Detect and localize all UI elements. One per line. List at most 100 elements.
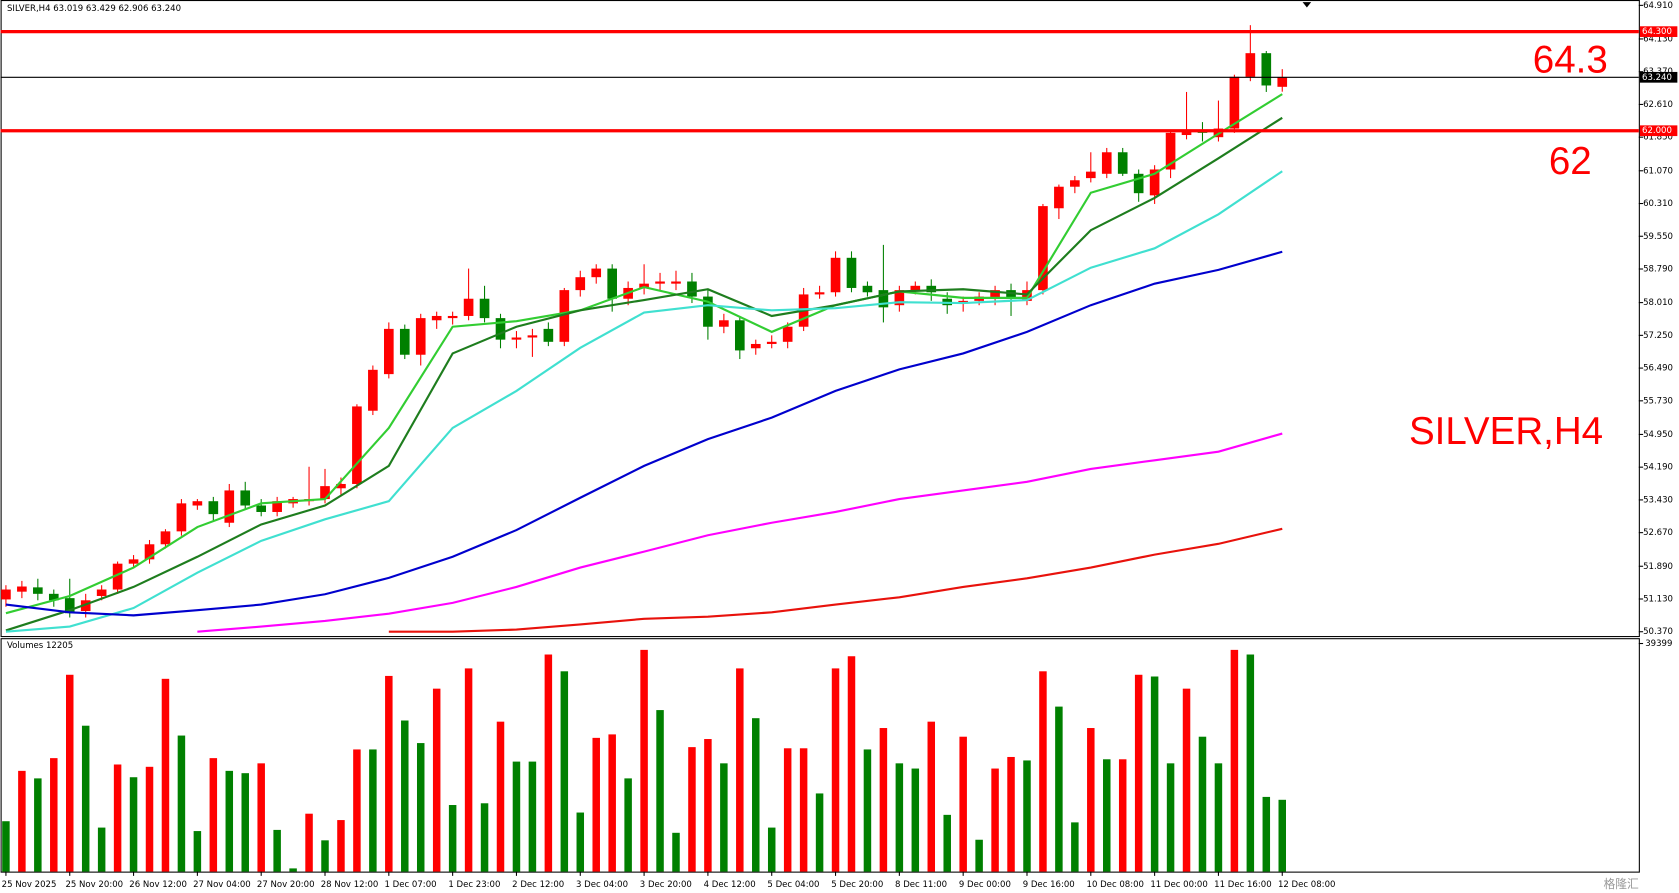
volume-bar <box>177 735 186 872</box>
x-tick-label: 1 Dec 23:00 <box>448 880 500 890</box>
candle-body <box>144 544 155 560</box>
volume-bar <box>1150 676 1159 872</box>
x-tick-label: 26 Nov 12:00 <box>129 880 187 890</box>
volume-bar <box>528 761 537 872</box>
volume-bar <box>369 749 377 872</box>
volume-bar <box>991 768 999 872</box>
volume-bar <box>1039 671 1047 872</box>
candle-body <box>671 281 681 284</box>
volume-bar <box>879 728 888 872</box>
candle-body <box>958 300 968 304</box>
x-tick-label: 9 Dec 00:00 <box>959 880 1011 890</box>
volume-bar <box>257 763 265 872</box>
volume-bar <box>209 758 218 872</box>
candle-body <box>1133 173 1144 194</box>
candle-body <box>96 589 107 596</box>
candle-body <box>878 290 889 308</box>
volume-bar <box>1134 674 1143 872</box>
volume-bar <box>895 763 904 872</box>
y-tick-label: 58.010 <box>1643 298 1673 308</box>
volume-bar <box>592 737 600 872</box>
volume-bar <box>416 743 425 872</box>
volume-bar <box>560 671 569 872</box>
y-tick-label: 61.070 <box>1643 166 1673 176</box>
volume-bar <box>672 832 680 872</box>
y-tick-label: 55.730 <box>1643 396 1673 406</box>
candle-body <box>830 257 841 293</box>
volume-bar <box>927 721 936 872</box>
annotation: SILVER,H4 <box>1409 410 1603 453</box>
candle-body <box>399 328 410 355</box>
candle-body <box>1022 290 1032 301</box>
volume-bar <box>464 668 473 872</box>
candle-body <box>160 531 171 545</box>
volume-bar <box>1103 759 1111 872</box>
volume-bar <box>97 827 106 872</box>
y-tick-label: 54.190 <box>1643 463 1673 473</box>
x-tick-label: 4 Dec 12:00 <box>704 880 756 890</box>
candle-body <box>719 320 729 327</box>
x-tick-label: 12 Dec 08:00 <box>1278 880 1335 890</box>
candle-body <box>384 328 394 375</box>
candle-body <box>368 369 378 411</box>
y-tick-label: 60.310 <box>1643 199 1673 209</box>
volume-bar <box>1118 759 1127 872</box>
price-level-box <box>1639 26 1678 37</box>
x-tick-label: 3 Dec 20:00 <box>640 880 692 890</box>
y-tick-label: 57.250 <box>1643 331 1673 341</box>
candle-body <box>463 298 474 316</box>
candle-body <box>990 290 1000 299</box>
volume-bar <box>815 793 824 872</box>
candle-body <box>655 281 665 284</box>
candle-body <box>511 337 522 340</box>
candle-body <box>17 586 27 592</box>
volume-bar <box>65 674 74 872</box>
volume-bar <box>847 656 856 872</box>
candle-body <box>639 283 649 288</box>
y-tick-label: 56.490 <box>1643 364 1673 374</box>
candle-body <box>1165 132 1176 170</box>
y-tick-label: 64.130 <box>1643 34 1673 44</box>
volume-bar <box>50 758 58 872</box>
candle-body <box>1054 186 1064 209</box>
candle-body <box>1261 53 1272 86</box>
volume-bar <box>401 720 409 872</box>
x-tick-label: 3 Dec 04:00 <box>576 880 628 890</box>
volume-bar <box>2 821 10 872</box>
candle-body <box>431 315 442 321</box>
candle-body <box>591 268 602 278</box>
y-tick-label: 58.790 <box>1643 265 1673 275</box>
candle-body <box>734 320 745 351</box>
y-tick-label: 54.950 <box>1643 430 1673 440</box>
volume-bar <box>1166 763 1175 872</box>
x-tick-label: 9 Dec 16:00 <box>1023 880 1075 890</box>
candle-body <box>224 490 235 523</box>
volume-bar <box>752 718 760 872</box>
volume-bar <box>289 868 297 872</box>
volume-bar <box>688 747 696 872</box>
volume-bar <box>161 678 170 872</box>
price-panel <box>0 0 1640 638</box>
chart-header: SILVER,H4 63.019 63.429 62.906 63.240 <box>7 4 181 14</box>
moving-average <box>388 527 1283 633</box>
volume-bar <box>1055 706 1063 872</box>
candle-body <box>527 335 538 338</box>
volume-bar <box>863 749 872 872</box>
shift-marker <box>1302 2 1312 8</box>
candle-body <box>1085 171 1096 179</box>
volume-bar <box>129 777 138 872</box>
candle-body <box>352 406 362 484</box>
candle-body <box>336 483 346 489</box>
volume-bar <box>496 721 505 872</box>
volume-bar <box>337 820 345 872</box>
moving-average <box>5 93 1283 615</box>
x-tick-label: 28 Nov 12:00 <box>321 880 379 890</box>
candle-body <box>1038 206 1048 291</box>
candle-body <box>575 277 586 291</box>
candle-body <box>1277 77 1288 87</box>
x-tick-label: 25 Nov 20:00 <box>65 880 123 890</box>
volume-bar <box>512 761 521 872</box>
candle-body <box>894 290 905 306</box>
volume-bar <box>1071 822 1079 872</box>
